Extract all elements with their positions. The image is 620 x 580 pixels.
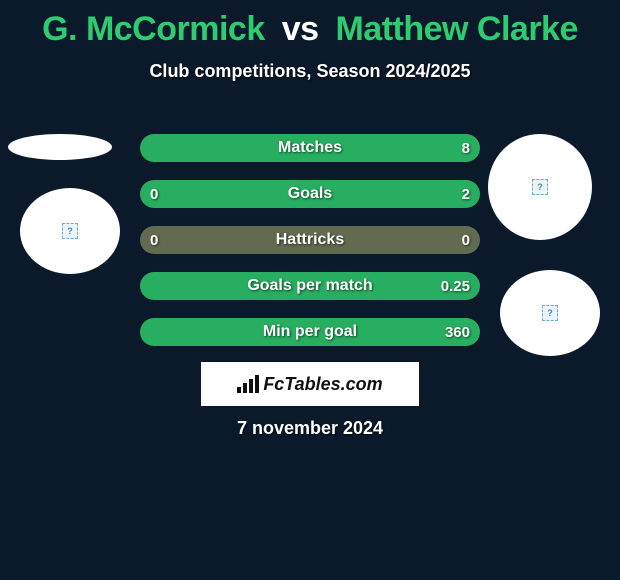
stat-value-right: 8 (452, 134, 480, 162)
placeholder-icon: ? (542, 305, 558, 321)
brand-box: FcTables.com (201, 362, 419, 406)
comparison-title: G. McCormick vs Matthew Clarke (0, 10, 620, 49)
stat-row: Hattricks0 0 (140, 226, 480, 254)
brand-label: FcTables.com (263, 374, 382, 395)
stat-row: Matches8 (140, 134, 480, 162)
stat-value-right: 2 (452, 180, 480, 208)
stats-panel: Matches8Goals02Hattricks00Goals per matc… (140, 134, 480, 364)
stat-row: Goals per match0.25 (140, 272, 480, 300)
placeholder-icon: ? (532, 179, 548, 195)
stat-row: Goals0 2 (140, 180, 480, 208)
stat-label: Min per goal (140, 318, 480, 346)
date-line: 7 november 2024 (0, 418, 620, 439)
stat-label: Goals (140, 180, 480, 208)
title-vs: vs (282, 10, 319, 48)
player2-name: Matthew Clarke (335, 10, 577, 48)
stat-value-left: 0 (140, 226, 168, 254)
stat-label: Matches (140, 134, 480, 162)
subtitle: Club competitions, Season 2024/2025 (0, 61, 620, 82)
stat-label: Goals per match (140, 272, 480, 300)
brand-bars-icon (237, 375, 259, 393)
player1-name: G. McCormick (42, 10, 265, 48)
ellipse-top-left (8, 134, 112, 160)
brand-text: FcTables.com (237, 374, 382, 395)
placeholder-icon: ? (62, 223, 78, 239)
player2-club: ? (500, 270, 600, 356)
stat-value-right: 0.25 (431, 272, 480, 300)
stat-value-right: 0 (452, 226, 480, 254)
stat-label: Hattricks (140, 226, 480, 254)
stat-value-left: 0 (140, 180, 168, 208)
player1-club: ? (20, 188, 120, 274)
stat-row: Min per goal360 (140, 318, 480, 346)
stat-value-right: 360 (435, 318, 480, 346)
player2-photo: ? (488, 134, 592, 240)
